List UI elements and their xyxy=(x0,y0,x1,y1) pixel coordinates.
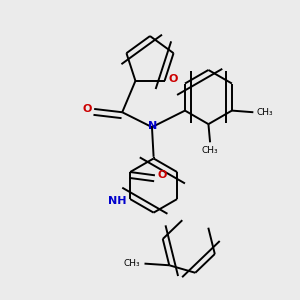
Text: CH₃: CH₃ xyxy=(202,146,218,154)
Text: N: N xyxy=(148,122,157,131)
Text: O: O xyxy=(82,104,92,114)
Text: CH₃: CH₃ xyxy=(124,259,140,268)
Text: CH₃: CH₃ xyxy=(257,108,273,117)
Text: NH: NH xyxy=(108,196,127,206)
Text: O: O xyxy=(158,170,167,180)
Text: O: O xyxy=(168,74,178,84)
